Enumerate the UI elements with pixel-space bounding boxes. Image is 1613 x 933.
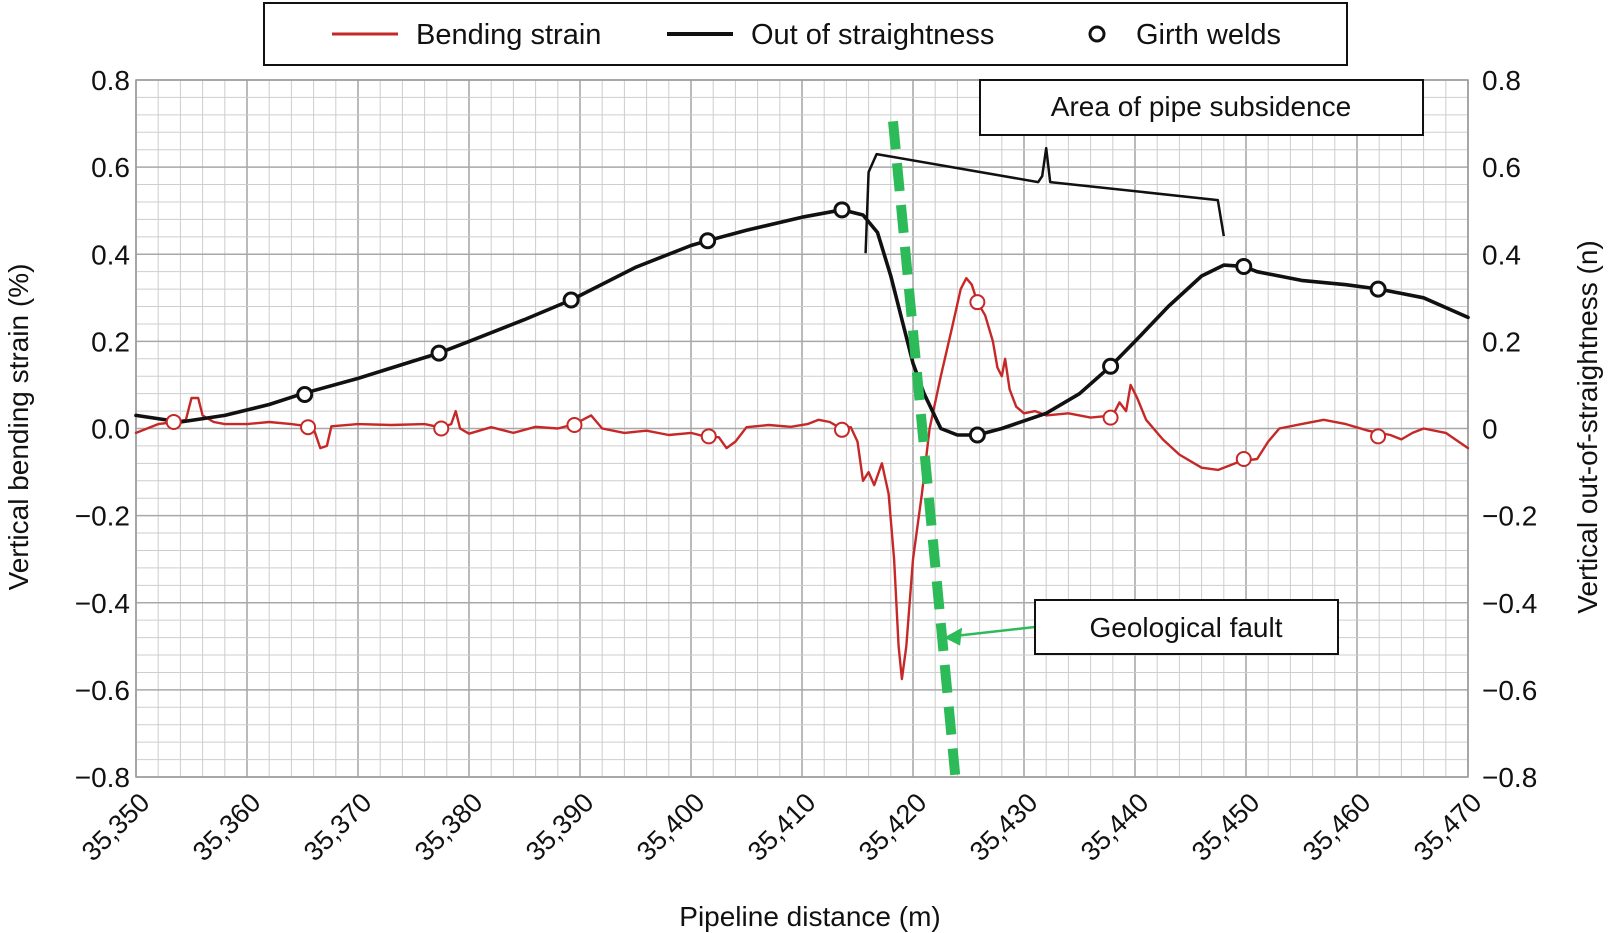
y-tick-label-right: −0.4 [1482, 588, 1537, 619]
girth-weld-marker-strain [165, 413, 182, 430]
y-tick-label-right: 0.6 [1482, 152, 1521, 183]
legend-box [263, 2, 1348, 66]
x-tick-label: 35,400 [631, 787, 711, 867]
subsidence-label-box [979, 79, 1424, 136]
girth-weld-marker-strain [700, 428, 717, 445]
plot-frame [135, 79, 1469, 778]
girth-weld-marker-strain [1102, 409, 1119, 426]
y-tick-label-left: −0.6 [75, 675, 130, 706]
fault-label: Geological fault [1089, 612, 1282, 643]
legend-marker-girth-welds [1088, 25, 1106, 43]
y-tick-label-left: −0.4 [75, 588, 130, 619]
x-tick-label: 35,410 [742, 787, 822, 867]
y-axis-left-title: Vertical bending strain (%) [3, 264, 34, 591]
x-tick-label: 35,460 [1297, 787, 1377, 867]
x-tick-label: 35,450 [1186, 787, 1266, 867]
y-tick-label-left: 0.6 [91, 152, 130, 183]
series-layer [134, 208, 1470, 681]
girth-weld-marker-straightness [562, 291, 580, 309]
subsidence-bracket [864, 146, 1226, 254]
y-tick-label-left: −0.2 [75, 501, 130, 532]
legend: Bending strain Out of straightness Girth… [263, 2, 1348, 66]
girth-weld-marker-strain [969, 294, 986, 311]
x-tick-label: 35,370 [298, 787, 378, 867]
girth-weld-marker-straightness [1102, 357, 1120, 375]
annotation-layer: Area of pipe subsidence Geological fault [864, 79, 1424, 655]
legend-label-out-of-straightness: Out of straightness [751, 19, 994, 51]
series-line-out-of-straightness [134, 208, 1470, 437]
y-tick-label-right: 0.2 [1482, 326, 1521, 357]
y-tick-label-right: −0.8 [1482, 762, 1537, 793]
x-tick-label: 35,440 [1075, 787, 1155, 867]
girth-weld-marker-straightness [296, 386, 314, 404]
subsidence-label: Area of pipe subsidence [1051, 91, 1351, 122]
x-tick-label: 35,390 [520, 787, 600, 867]
y-tick-label-left: 0.2 [91, 326, 130, 357]
legend-label-bending-strain: Bending strain [416, 19, 601, 51]
girth-weld-marker-straightness [430, 344, 448, 362]
girth-weld-marker-strain [566, 417, 583, 434]
girth-weld-marker-strain [300, 419, 317, 436]
geological-fault-line [888, 120, 961, 776]
girth-weld-marker-straightness [968, 426, 986, 444]
girth-weld-marker-straightness [699, 232, 717, 250]
grid [135, 79, 1469, 778]
fault-layer [888, 120, 1036, 776]
girth-welds-layer [165, 201, 1387, 467]
x-axis-title: Pipeline distance (m) [679, 901, 940, 932]
y-tick-label-right: 0.4 [1482, 239, 1521, 270]
fault-arrow-head [944, 627, 963, 646]
girth-weld-marker-strain [433, 420, 450, 437]
y-tick-label-right: 0 [1482, 414, 1498, 445]
legend-label-girth-welds: Girth welds [1136, 19, 1281, 51]
fault-label-box [1034, 599, 1339, 655]
x-tick-label: 35,350 [76, 787, 156, 867]
girth-weld-marker-straightness [833, 201, 851, 219]
girth-weld-marker-straightness [1235, 257, 1253, 275]
x-tick-label: 35,360 [187, 787, 267, 867]
y-tick-label-left: 0.0 [91, 414, 130, 445]
y-tick-label-left: 0.8 [91, 65, 130, 96]
series-line-bending-strain [134, 277, 1470, 681]
y-tick-label-right: −0.2 [1482, 501, 1537, 532]
y-tick-label-right: −0.6 [1482, 675, 1537, 706]
girth-weld-marker-strain [1370, 428, 1387, 445]
girth-weld-marker-strain [833, 421, 850, 438]
fault-arrow-line [957, 625, 1036, 637]
x-tick-label: 35,470 [1408, 787, 1488, 867]
x-tick-label: 35,380 [409, 787, 489, 867]
y-tick-label-left: 0.4 [91, 239, 130, 270]
x-tick-label: 35,420 [853, 787, 933, 867]
y-axis-right-title: Vertical out-of-straightness (n) [1572, 240, 1603, 614]
x-tick-label: 35,430 [964, 787, 1044, 867]
y-tick-label-right: 0.8 [1482, 65, 1521, 96]
y-tick-label-left: −0.8 [75, 762, 130, 793]
girth-weld-marker-straightness [1369, 280, 1387, 298]
girth-weld-marker-strain [1235, 450, 1252, 467]
